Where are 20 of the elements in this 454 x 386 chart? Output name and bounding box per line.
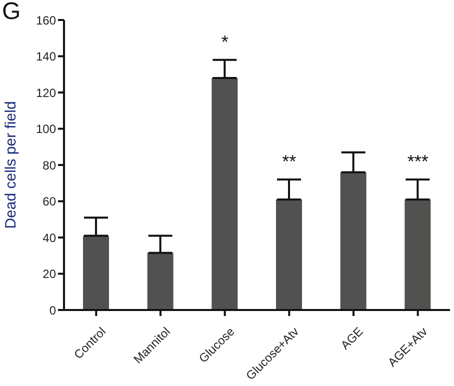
annotation: ** bbox=[282, 152, 296, 172]
y-tick-label: 0 bbox=[49, 303, 56, 318]
y-tick-label: 100 bbox=[36, 122, 56, 136]
y-tick-label: 160 bbox=[36, 13, 56, 28]
bar bbox=[83, 236, 109, 310]
chart-title: G bbox=[2, 0, 21, 26]
y-tick-label: 20 bbox=[42, 267, 56, 282]
bar bbox=[340, 172, 366, 310]
bar bbox=[147, 252, 174, 310]
y-axis-title: Dead cells per field bbox=[2, 101, 20, 229]
annotation: *** bbox=[407, 152, 428, 172]
y-tick-label: 120 bbox=[36, 86, 56, 100]
annotation: * bbox=[221, 32, 228, 52]
bar bbox=[212, 78, 238, 310]
y-tick-label: 80 bbox=[42, 158, 56, 172]
y-tick-label: 140 bbox=[36, 50, 56, 64]
y-tick-label: 60 bbox=[42, 194, 56, 209]
bar bbox=[404, 199, 431, 310]
bar bbox=[276, 199, 302, 310]
y-tick-label: 40 bbox=[42, 230, 56, 245]
